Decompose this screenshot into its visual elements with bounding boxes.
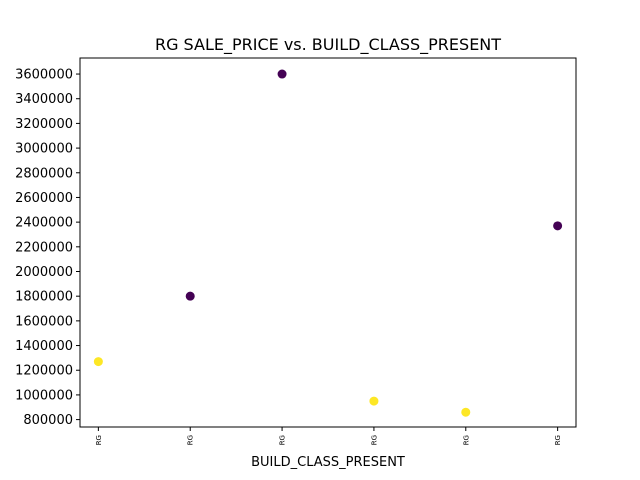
- chart-title: RG SALE_PRICE vs. BUILD_CLASS_PRESENT: [155, 35, 501, 55]
- y-tick-label: 3400000: [15, 92, 73, 107]
- x-tick-label: RG: [279, 435, 287, 445]
- x-tick-label: RG: [187, 435, 195, 445]
- data-point: [93, 357, 103, 367]
- x-tick-label: RG: [370, 435, 378, 445]
- y-tick-label: 2200000: [15, 240, 73, 255]
- y-axis-ticks: 800000 1000000 1200000 1400000 1600000 180000…: [15, 68, 80, 428]
- y-tick-label: 3000000: [15, 142, 73, 157]
- y-tick-label: 2800000: [15, 166, 73, 181]
- data-point: [461, 407, 471, 417]
- x-tick-label: RG: [462, 435, 470, 445]
- y-tick-label: 1400000: [15, 339, 73, 354]
- data-point: [553, 221, 563, 231]
- x-axis-label: BUILD_CLASS_PRESENT: [251, 455, 405, 470]
- x-tick-label: RG: [95, 435, 103, 445]
- y-tick-label: 1600000: [15, 314, 73, 329]
- y-tick-label: 1800000: [15, 290, 73, 305]
- data-point: [369, 396, 379, 406]
- y-tick-label: 1200000: [15, 364, 73, 379]
- x-tick-label: RG: [554, 435, 562, 445]
- data-points: [93, 69, 563, 417]
- y-tick-label: 2400000: [15, 216, 73, 231]
- y-tick-label: 800000: [23, 413, 73, 428]
- y-tick-label: 2600000: [15, 191, 73, 206]
- data-point: [185, 291, 195, 301]
- y-tick-label: 2000000: [15, 265, 73, 280]
- plot-area: [79, 57, 577, 428]
- y-tick-label: 3600000: [15, 68, 73, 83]
- data-point: [277, 69, 287, 79]
- y-tick-label: 3200000: [15, 117, 73, 132]
- x-axis-ticks: RG RG RG RG RG RG: [95, 427, 562, 445]
- y-tick-label: 1000000: [15, 388, 73, 403]
